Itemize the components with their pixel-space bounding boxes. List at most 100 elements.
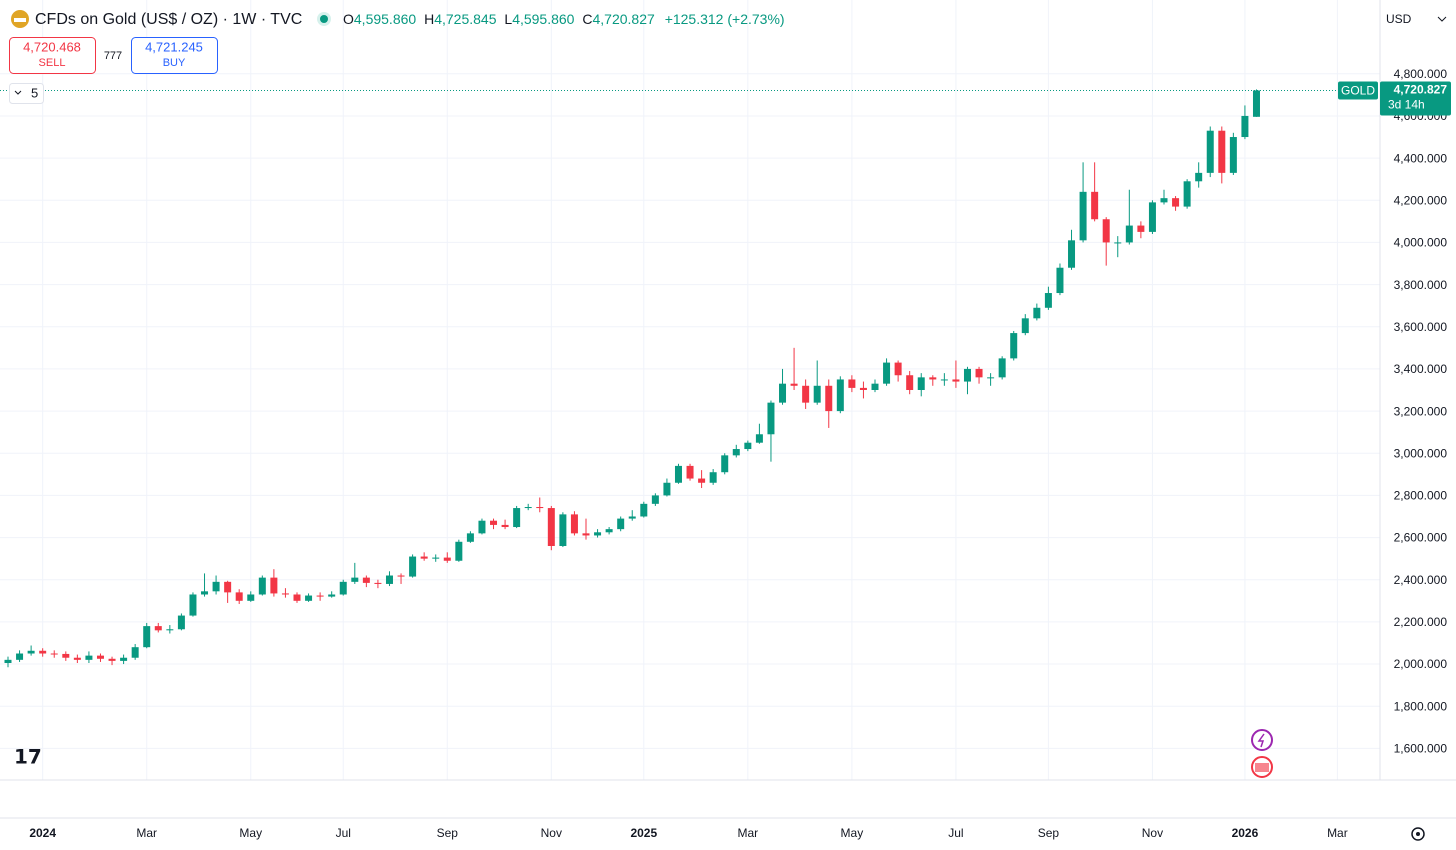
y-tick-label: 4,400.000 (1394, 151, 1448, 165)
tv-logo[interactable]: 𝟭𝟳 (14, 746, 42, 768)
change-value: +125.312 (+2.73%) (665, 11, 785, 27)
symbol-tag (1338, 81, 1378, 100)
o-label: O (343, 11, 354, 27)
x-tick-label: 2026 (1232, 826, 1259, 840)
settings-center (1416, 832, 1420, 836)
indicators-chevron (14, 90, 22, 95)
candle-body (906, 375, 914, 390)
candle-body (998, 358, 1006, 378)
ohlc-legend: O4,595.860 H4,725.845 L4,595.860 C4,720.… (343, 11, 785, 27)
candle-body (987, 377, 995, 379)
y-tick-label: 2,200.000 (1394, 615, 1448, 629)
candle-body (270, 577, 278, 594)
candle-body (813, 385, 821, 403)
sell-label: SELL (39, 57, 66, 69)
candle-body (1091, 191, 1099, 220)
candle-body (963, 368, 971, 382)
candle-body (73, 657, 81, 660)
x-tick-label: Nov (541, 826, 562, 840)
candle-body (443, 557, 451, 561)
candle-body (640, 503, 648, 517)
candle-body (50, 653, 58, 655)
candle-body (559, 514, 567, 546)
currency-button[interactable] (1384, 8, 1450, 32)
y-tick-label: 4,200.000 (1394, 193, 1448, 207)
candle-body (663, 482, 671, 496)
candle-body (917, 377, 925, 390)
candle-body (570, 514, 578, 534)
candle-body (617, 518, 625, 530)
candle-body (466, 533, 474, 542)
candle-body (1218, 130, 1226, 173)
candle-body (929, 377, 937, 380)
candle-body (779, 383, 787, 403)
candle-body (755, 434, 763, 443)
candle-body (790, 383, 798, 386)
sell-button[interactable] (9, 37, 96, 74)
close-value: 4,720.827 (593, 11, 655, 27)
candle-body (524, 507, 532, 509)
y-tick-label: 2,400.000 (1394, 573, 1448, 587)
x-tick-label: Mar (1327, 826, 1348, 840)
y-tick-label: 3,600.000 (1394, 320, 1448, 334)
grid (0, 0, 1380, 780)
spread: 777 (104, 50, 122, 62)
candle-body (1183, 181, 1191, 207)
candle-body (397, 575, 405, 577)
candle-body (721, 455, 729, 473)
indicators-toggle[interactable] (9, 83, 44, 104)
buy-button[interactable] (131, 37, 218, 74)
candle-body (316, 595, 324, 597)
candle-body (432, 557, 440, 559)
candle-body (328, 594, 336, 597)
h-label: H (424, 11, 434, 27)
high-value: 4,725.845 (434, 11, 496, 27)
c-label: C (582, 11, 592, 27)
candle-body (686, 465, 694, 479)
symbol-title[interactable]: CFDs on Gold (US$ / OZ) · 1W · TVC (35, 11, 302, 28)
candle-body (27, 650, 35, 654)
candle-body (166, 629, 174, 631)
x-tick-label: Jul (948, 826, 963, 840)
candle-body (605, 529, 613, 533)
candles (4, 89, 1260, 668)
y-tick-label: 1,800.000 (1394, 699, 1448, 713)
settings-icon[interactable] (1411, 827, 1425, 841)
y-tick-label: 2,600.000 (1394, 531, 1448, 545)
x-tick-label: Sep (437, 826, 459, 840)
y-tick-label: 4,000.000 (1394, 236, 1448, 250)
events-icon[interactable] (1251, 729, 1273, 751)
candle-body (201, 591, 209, 595)
candle-body (859, 387, 867, 390)
candle-body (513, 508, 521, 528)
candle-body (848, 379, 856, 388)
candle-body (374, 582, 382, 584)
candle-body (628, 516, 636, 519)
candle-body (305, 595, 313, 601)
low-value: 4,595.860 (512, 11, 574, 27)
candle-body (940, 379, 948, 381)
candle-body (1229, 137, 1237, 173)
x-tick-label: May (841, 826, 864, 840)
candle-body (120, 657, 128, 661)
candle-body (651, 495, 659, 504)
candle-body (247, 594, 255, 601)
candle-body (339, 581, 347, 595)
candle-body (96, 655, 104, 659)
price-axis: 1,600.000 1,800.000 2,000.000 2,200.000 2,40… (1394, 67, 1448, 756)
candle-body (154, 626, 162, 631)
candle-body (1252, 90, 1260, 117)
candle-body (16, 653, 24, 660)
candle-body (490, 520, 498, 525)
currency-label: USD (1386, 12, 1412, 26)
candle-body (1206, 130, 1214, 173)
x-tick-label: 2024 (29, 826, 56, 840)
candle-body (1044, 293, 1052, 308)
y-tick-label: 1,600.000 (1394, 742, 1448, 756)
candle-body (1010, 333, 1018, 359)
y-tick-label: 3,400.000 (1394, 362, 1448, 376)
candle-body (1241, 115, 1249, 138)
candle-body (455, 541, 463, 561)
candle-body (825, 385, 833, 412)
